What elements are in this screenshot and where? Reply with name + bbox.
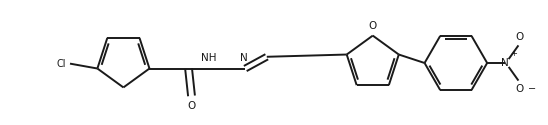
Text: O: O xyxy=(515,84,523,94)
Text: N: N xyxy=(241,53,248,63)
Text: NH: NH xyxy=(201,53,217,63)
Text: Cl: Cl xyxy=(56,59,66,69)
Text: O: O xyxy=(369,21,377,31)
Text: N: N xyxy=(501,58,509,68)
Text: +: + xyxy=(511,49,517,58)
Text: O: O xyxy=(187,101,196,111)
Text: O: O xyxy=(515,32,523,42)
Text: −: − xyxy=(528,84,536,94)
